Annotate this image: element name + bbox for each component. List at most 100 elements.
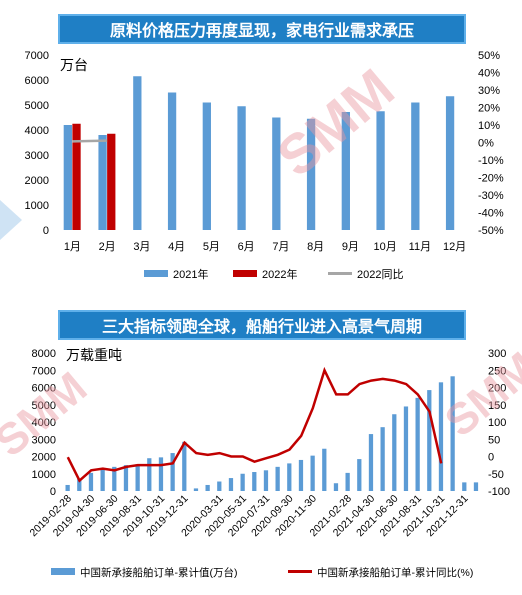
- chart2-ytick-right: 100: [488, 417, 506, 429]
- chart2-bar: [462, 482, 467, 491]
- chart1-xtick: 7月: [272, 241, 289, 253]
- chart2-ytick-left: 3000: [32, 434, 56, 446]
- chart1-xtick: 10月: [374, 241, 397, 253]
- chart1-bar: [341, 112, 350, 230]
- chart1-xtick: 8月: [307, 241, 324, 253]
- chart1-bar: [72, 123, 81, 230]
- chart2-bar: [77, 478, 82, 491]
- chart2-ytick-left: 1000: [32, 469, 56, 481]
- chart2-bar: [427, 390, 432, 491]
- chart2-bar: [322, 448, 327, 491]
- chart1-xtick: 5月: [203, 241, 220, 253]
- chart1-ytick-right: -10%: [478, 155, 504, 167]
- chart1-ytick-left: 0: [43, 225, 49, 237]
- chart1-legend-swatch: [144, 270, 168, 277]
- chart2-legend-label: 中国新承接船舶订单-累计同比(%): [317, 566, 473, 579]
- chart2-bar: [147, 458, 152, 491]
- chart1-xtick: 3月: [133, 241, 150, 253]
- chart1-bar: [272, 117, 281, 230]
- chart1-bar: [107, 133, 116, 230]
- chart1-legend-swatch: [233, 270, 257, 277]
- chart2-bar: [170, 453, 175, 491]
- chart2-bar: [240, 473, 245, 491]
- chart2-bar: [88, 472, 94, 491]
- chart1-unit-label: 万台: [60, 58, 88, 74]
- chart1-series-line: [72, 139, 108, 143]
- chart2-bar: [368, 434, 374, 491]
- chart2-bar: [252, 472, 257, 491]
- chart1-legend-label: 2022同比: [357, 268, 403, 281]
- chart1-bar: [306, 118, 316, 230]
- chart2-bar: [100, 468, 105, 491]
- chart1-ytick-left: 1000: [25, 200, 49, 212]
- chart1-ytick-right: 10%: [478, 120, 500, 132]
- chart2-ytick-right: 150: [488, 400, 506, 412]
- chart2-ytick-left: 6000: [32, 383, 56, 395]
- chart1-legend-label: 2022年: [262, 267, 297, 281]
- chart1-xtick: 6月: [238, 241, 255, 253]
- chart1-bar: [63, 125, 72, 230]
- chart1-ytick-right: 0%: [478, 138, 494, 150]
- chart1-xtick: 9月: [342, 241, 359, 253]
- chart2-bar: [217, 481, 222, 491]
- chart2-bar: [392, 414, 397, 491]
- chart2-bar: [310, 455, 315, 491]
- chart2-bar: [415, 397, 420, 491]
- chart1-ytick-right: 30%: [478, 85, 500, 97]
- chart1-bar: [167, 92, 177, 230]
- chart1-bar: [202, 102, 211, 230]
- chart2-ytick-left: 0: [50, 486, 56, 498]
- chart2-ytick-left: 2000: [32, 452, 56, 464]
- chart2-ytick-right: 300: [488, 348, 506, 360]
- chart2-bar: [450, 376, 455, 491]
- decorative-arrow: [0, 200, 22, 240]
- chart2-bar: [357, 459, 362, 491]
- chart1-bar: [376, 111, 385, 230]
- chart2-ytick-right: 50: [488, 434, 500, 446]
- chart2-ytick-left: 4000: [32, 417, 56, 429]
- chart2-bar: [345, 472, 350, 491]
- chart1-ytick-right: 20%: [478, 103, 500, 115]
- chart2-ytick-left: 7000: [32, 365, 56, 377]
- chart1-ytick-right: -40%: [478, 208, 504, 220]
- chart2-bar: [438, 382, 444, 491]
- chart1-title-banner: 原料价格压力再度显现，家电行业需求承压: [58, 14, 466, 44]
- chart2-ytick-right: 0: [488, 452, 494, 464]
- chart2-legend-swatch: [51, 568, 75, 575]
- chart2-bar: [275, 466, 280, 491]
- chart2-bar: [65, 484, 70, 491]
- chart1-xtick: 11月: [409, 241, 431, 253]
- chart1-ytick-right: 50%: [478, 50, 500, 62]
- chart2-bar: [298, 459, 304, 491]
- chart2-bar: [228, 478, 234, 491]
- chart1-xtick: 12月: [443, 241, 466, 253]
- chart2-series-line: [66, 366, 443, 483]
- chart2-ytick-right: 250: [488, 365, 506, 377]
- chart2-bar: [263, 470, 269, 491]
- chart1-ytick-right: -30%: [478, 190, 504, 202]
- chart2-bar: [182, 441, 187, 491]
- chart2-ytick-right: 200: [488, 383, 506, 395]
- chart2-ytick-right: -100: [488, 486, 510, 498]
- chart1-bar: [411, 102, 420, 230]
- chart2-bar: [403, 406, 409, 491]
- chart2-bar: [112, 466, 117, 491]
- chart1-ytick-left: 2000: [25, 175, 49, 187]
- chart1-ytick-left: 7000: [25, 50, 49, 62]
- chart1-ytick-left: 4000: [25, 125, 49, 137]
- chart1-bar: [445, 96, 455, 230]
- chart1-ytick-left: 6000: [25, 75, 49, 87]
- chart1-xtick: 1月: [64, 241, 81, 253]
- chart2-bar: [333, 483, 339, 491]
- chart1-ytick-left: 5000: [25, 100, 49, 112]
- chart1-bar: [133, 76, 142, 230]
- chart2-bar: [473, 482, 479, 491]
- chart2-bar: [193, 488, 199, 491]
- chart2-bar: [287, 463, 292, 491]
- chart2-ytick-left: 5000: [32, 400, 56, 412]
- chart2-bar: [380, 427, 385, 491]
- chart1-ytick-right: -50%: [478, 225, 504, 237]
- chart1-ytick-left: 3000: [25, 150, 49, 162]
- chart1-bar: [98, 135, 107, 230]
